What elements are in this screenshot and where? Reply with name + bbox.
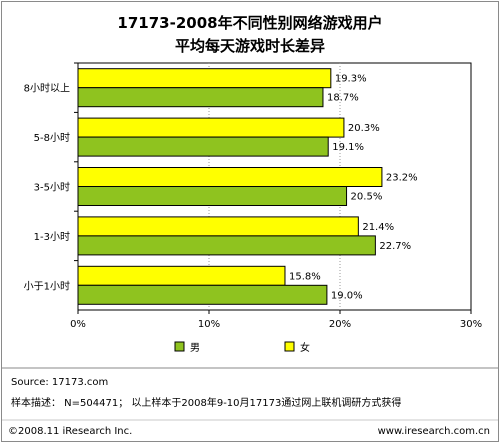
bar-male	[77, 87, 324, 108]
bar-female	[77, 117, 345, 138]
x-tick-label: 30%	[460, 319, 482, 330]
bar-female	[77, 68, 332, 89]
sample-note: 样本描述： N=504471； 以上样本于2008年9-10月17173通过网上…	[11, 398, 402, 409]
data-label-female: 19.3%	[335, 74, 367, 85]
legend-swatch	[284, 341, 295, 352]
data-label-male: 18.7%	[327, 93, 359, 104]
legend-swatch	[174, 341, 185, 352]
bar-female	[77, 265, 286, 286]
bar-male	[77, 235, 376, 256]
x-tick-label: 20%	[329, 319, 351, 330]
legend-label: 男	[190, 342, 200, 354]
legend-label: 女	[300, 341, 310, 354]
category-label: 8小时以上	[24, 83, 70, 95]
data-label-male: 19.0%	[331, 290, 363, 301]
data-label-female: 15.8%	[289, 271, 321, 282]
bar-female	[77, 216, 359, 237]
data-label-male: 20.5%	[351, 192, 383, 203]
category-label: 小于1小时	[24, 280, 70, 292]
website-text: www.iresearch.com.cn	[377, 426, 490, 437]
x-tick-label: 10%	[198, 319, 220, 330]
category-label: 1-3小时	[34, 231, 70, 243]
bar-female	[77, 167, 383, 187]
bar-male	[77, 186, 348, 206]
source-note: Source: 17173.com	[11, 377, 109, 388]
chart-subtitle: 平均每天游戏时长差异	[174, 37, 325, 55]
category-label: 3-5小时	[34, 182, 70, 194]
chart-title: 17173-2008年不同性别网络游戏用户	[117, 14, 383, 32]
data-label-female: 20.3%	[348, 123, 380, 134]
category-label: 5-8小时	[34, 132, 70, 144]
x-tick-label: 0%	[70, 319, 86, 330]
data-label-male: 19.1%	[332, 142, 364, 153]
data-label-female: 23.2%	[386, 173, 418, 184]
data-label-female: 21.4%	[362, 222, 394, 233]
bar-male	[77, 136, 329, 157]
data-label-male: 22.7%	[379, 241, 411, 252]
copyright-text: ©2008.11 iResearch Inc.	[8, 426, 133, 437]
bar-male	[77, 284, 328, 305]
